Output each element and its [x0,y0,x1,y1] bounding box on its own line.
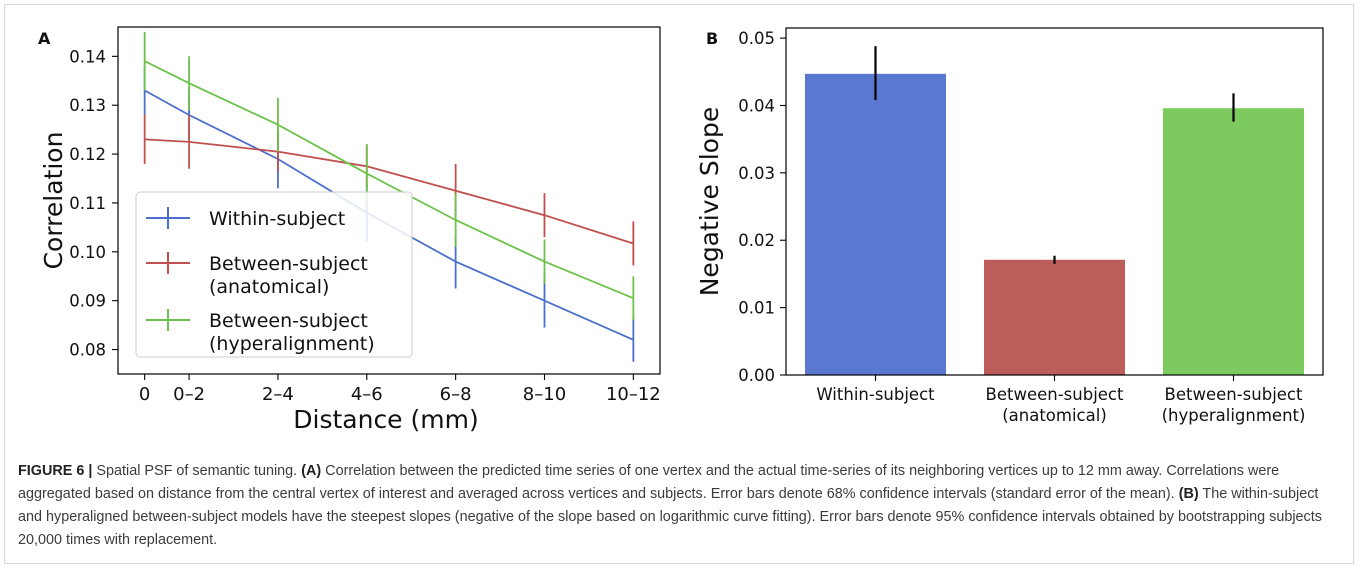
caption-panel-a-label: (A) [301,463,322,479]
b-y-tick-label-3: 0.03 [738,164,775,183]
b-y-tick-label-1: 0.01 [738,299,775,318]
b-y-tick-label-0: 0.00 [738,366,775,385]
legend-label-1-0: Between-subject [209,253,368,275]
y-tick-label-0: 0.08 [69,341,106,360]
caption-text-intro: Spatial PSF of semantic tuning. [92,463,302,479]
y-tick-label-6: 0.14 [69,47,106,66]
y-tick-label-3: 0.11 [69,194,106,213]
x-tick-label-1: 0–2 [173,384,205,405]
figure-caption: FIGURE 6 | Spatial PSF of semantic tunin… [18,460,1343,552]
caption-text-b: The within-subject and hyperaligned betw… [18,486,1322,548]
panel-a-axes-frame [117,26,661,375]
bar-category-label-1-1: (anatomical) [1002,406,1107,425]
legend-label-0-0: Within-subject [209,208,345,230]
legend-label-1-1: (anatomical) [209,276,329,298]
x-tick-label-3: 4–6 [351,384,383,405]
bar-1 [984,259,1125,375]
x-tick-label-6: 10–12 [606,384,661,405]
legend-label-2-0: Between-subject [209,310,368,332]
x-tick-label-0: 0 [139,384,150,405]
b-y-tick-label-4: 0.04 [738,96,775,115]
bar-category-label-2-1: (hyperalignment) [1162,406,1306,425]
panel-a-label: A [38,29,51,48]
y-tick-label-1: 0.09 [69,292,106,311]
panel-a-line-chart: A 0.08 0.09 0.10 0.11 0.12 0.13 0.14 0 0–2 2–4 4–6 6… [38,26,661,434]
x-tick-label-5: 8–10 [523,384,566,405]
panel-b-label: B [706,29,718,48]
panel-b-bar-chart: B Within-subject Between-subject (anatomica… [695,27,1324,425]
y-axis-label: Correlation [39,132,68,270]
panel-b-axes-frame [785,27,1324,376]
b-y-axis-label: Negative Slope [695,107,724,297]
bar-category-label-0-0: Within-subject [816,385,935,404]
bar-category-label-2-0: Between-subject [1165,385,1303,404]
caption-panel-b-label: (B) [1178,486,1199,502]
legend-label-2-1: (hyperalignment) [209,333,375,355]
bar-2 [1163,108,1304,376]
figure-6-charts: A 0.08 0.09 0.10 0.11 0.12 0.13 0.14 0 0–2 2–4 4–6 6… [38,26,1324,434]
x-tick-label-4: 6–8 [440,384,472,405]
y-tick-label-4: 0.12 [69,145,106,164]
y-tick-label-2: 0.10 [69,243,106,262]
caption-figure-label: FIGURE 6 | [18,463,93,479]
x-axis-label: Distance (mm) [293,405,478,434]
bar-category-label-1-0: Between-subject [986,385,1124,404]
b-y-tick-label-2: 0.02 [738,231,775,250]
x-tick-label-2: 2–4 [262,384,294,405]
y-tick-label-5: 0.13 [69,96,106,115]
caption-text-a: Correlation between the predicted time s… [18,463,1280,502]
b-y-tick-label-5: 0.05 [738,29,775,48]
bar-0 [805,73,946,375]
legend-box [135,191,413,358]
